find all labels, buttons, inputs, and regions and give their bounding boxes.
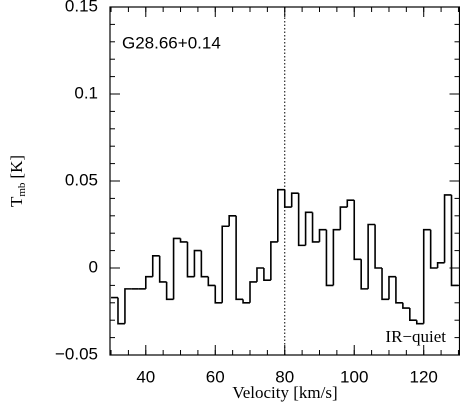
spectrum-step [270,241,278,281]
spectrum-step [325,229,334,287]
spectrum-step [381,268,389,301]
spectrum-step [360,259,369,290]
spectrum-step [422,228,431,324]
spectrum-step [346,199,355,208]
spectrum-step [277,188,285,242]
spectrum-step [304,211,313,246]
spectrum-step [297,193,306,247]
spectrum-step [117,297,125,325]
spectrum-step [256,267,264,282]
x-tick-label: 120 [410,367,438,386]
y-tick-label: 0 [89,257,98,276]
x-tick-label: 100 [340,367,368,386]
y-label-main: T [7,196,26,207]
spectrum-step [158,255,167,283]
spectrum-step [124,288,132,324]
spectrum-step [172,237,181,300]
y-axis-label: Tmb [K] [7,155,28,207]
x-tick-label: 40 [136,367,155,386]
spectrum-step [436,261,445,268]
source-label: G28.66+0.14 [122,33,221,52]
spectrum-step [339,206,348,230]
y-tick-label: 0.05 [65,170,98,189]
spectrum-step [179,238,188,243]
y-label-sub: mb [16,182,28,197]
spectrum-step [263,268,271,281]
spectrum-step [151,255,160,277]
spectrum-step [165,281,174,301]
spectrum-step [415,320,424,325]
spectrum-step [144,275,153,289]
y-tick-label: 0.15 [65,0,98,15]
class-label: IR−quiet [385,327,446,346]
spectrum-step [249,281,257,303]
spectrum-step [221,225,230,303]
spectrum-step [402,302,410,309]
spectrum-step [200,250,209,278]
spectrum-step [374,224,383,269]
plot-frame [109,6,460,356]
spectrum-step [207,276,216,287]
spectrum-step [388,275,396,300]
x-axis-label: Velocity [km/s] [232,383,337,402]
y-label-unit: [K] [7,155,26,179]
x-tick-label: 80 [275,367,294,386]
x-tick-label: 60 [206,367,225,386]
spectrum-step [186,241,195,278]
spectrum-step [367,223,376,289]
y-tick-label: 0.1 [74,83,98,102]
spectrum-step [450,194,459,287]
spectrum-step [318,228,327,242]
spectrum-step [409,308,417,321]
spectrum-step [429,229,438,269]
spectrum-step [353,200,362,261]
y-tick-label: −0.05 [55,344,98,363]
spectrum-step [242,299,251,304]
spectrum-step [228,215,237,227]
spectrum-step [193,249,202,277]
spectrum-step [443,194,452,263]
spectrum-step [332,228,341,286]
spectrum-step [395,276,403,304]
spectrum-step [214,285,223,304]
spectrum-step [290,192,299,208]
spectrum-step [283,189,292,208]
spectrum-step [311,212,320,243]
spectrum-step [235,215,244,301]
